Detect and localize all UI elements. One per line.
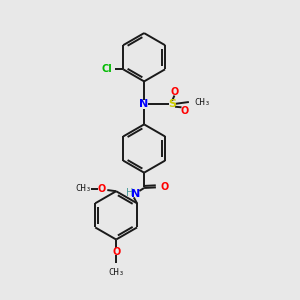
Text: O: O (160, 182, 168, 192)
Text: CH₃: CH₃ (76, 184, 92, 194)
Text: N: N (131, 190, 140, 200)
Text: O: O (112, 247, 120, 257)
Text: CH₃: CH₃ (108, 268, 124, 277)
Text: S: S (168, 99, 176, 110)
Text: N: N (140, 99, 149, 110)
Text: O: O (180, 106, 189, 116)
Text: CH₃: CH₃ (195, 98, 211, 106)
Text: H: H (126, 188, 133, 198)
Text: Cl: Cl (102, 64, 112, 74)
Text: O: O (170, 87, 178, 97)
Text: O: O (98, 184, 106, 194)
